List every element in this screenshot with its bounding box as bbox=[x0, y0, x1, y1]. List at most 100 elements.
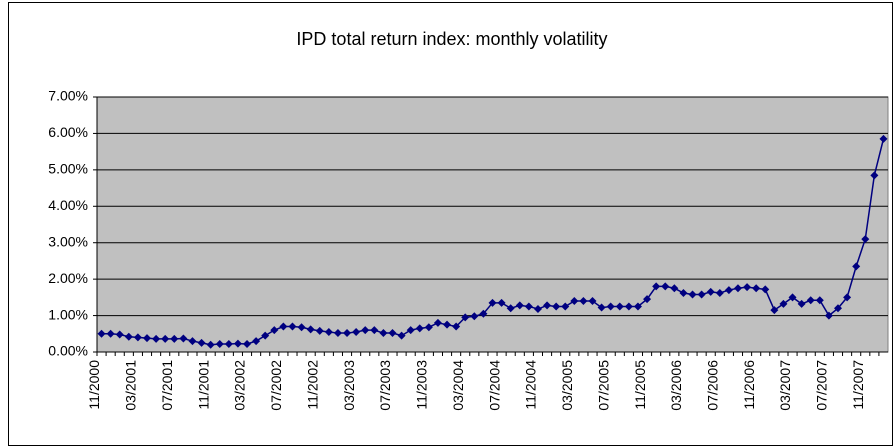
marker bbox=[524, 302, 533, 311]
marker bbox=[779, 299, 788, 308]
marker bbox=[152, 334, 161, 343]
marker bbox=[761, 285, 770, 294]
marker bbox=[515, 301, 524, 310]
marker bbox=[561, 302, 570, 311]
plot-area bbox=[96, 96, 889, 353]
x-tick-label: 11/2005 bbox=[632, 360, 648, 410]
x-tick-label: 03/2006 bbox=[668, 360, 684, 411]
marker bbox=[261, 331, 270, 340]
marker bbox=[243, 339, 252, 348]
x-tick-label: 03/2001 bbox=[123, 360, 139, 411]
x-tick-label: 11/2004 bbox=[523, 360, 539, 410]
marker bbox=[324, 327, 333, 336]
marker bbox=[688, 290, 697, 299]
marker bbox=[470, 312, 479, 321]
marker bbox=[297, 323, 306, 332]
x-tick-label: 07/2003 bbox=[377, 360, 393, 411]
marker bbox=[597, 303, 606, 312]
marker bbox=[570, 297, 579, 305]
marker bbox=[188, 337, 197, 346]
marker bbox=[652, 282, 661, 291]
x-tick-label: 11/2007 bbox=[850, 360, 866, 410]
y-tick-label: 3.00% bbox=[48, 233, 88, 249]
marker bbox=[843, 293, 852, 302]
marker bbox=[815, 296, 824, 305]
marker bbox=[852, 262, 861, 271]
marker bbox=[724, 286, 733, 295]
x-tick-label: 07/2002 bbox=[268, 360, 284, 411]
marker bbox=[333, 329, 342, 338]
x-tick-label: 07/2006 bbox=[705, 360, 721, 411]
y-tick-label: 6.00% bbox=[48, 124, 88, 140]
marker bbox=[861, 235, 870, 244]
x-tick-label: 11/2001 bbox=[195, 360, 211, 410]
x-tick-label: 11/2003 bbox=[414, 360, 430, 410]
marker bbox=[361, 326, 370, 335]
x-tick-label: 11/2006 bbox=[741, 360, 757, 410]
marker bbox=[624, 302, 633, 311]
marker bbox=[752, 284, 761, 293]
marker bbox=[552, 302, 561, 311]
marker bbox=[406, 326, 415, 335]
marker bbox=[161, 334, 170, 343]
marker bbox=[443, 320, 452, 329]
x-tick-label: 03/2005 bbox=[559, 360, 575, 411]
marker bbox=[879, 134, 888, 143]
marker bbox=[579, 297, 588, 305]
marker bbox=[606, 302, 615, 311]
marker bbox=[461, 313, 470, 322]
x-tick-label: 07/2001 bbox=[159, 360, 175, 411]
marker bbox=[506, 304, 515, 313]
marker bbox=[179, 334, 188, 343]
x-tick-label: 11/2002 bbox=[304, 360, 320, 410]
marker bbox=[643, 295, 652, 304]
marker bbox=[788, 293, 797, 302]
marker bbox=[233, 339, 242, 348]
marker bbox=[124, 332, 133, 341]
marker bbox=[824, 311, 833, 320]
marker bbox=[661, 282, 670, 291]
marker bbox=[288, 322, 297, 331]
x-tick-label: 03/2002 bbox=[232, 360, 248, 411]
marker bbox=[424, 323, 433, 332]
marker bbox=[715, 288, 724, 297]
y-tick-label: 1.00% bbox=[48, 306, 88, 322]
marker bbox=[106, 329, 115, 338]
x-tick-label: 07/2004 bbox=[486, 360, 502, 411]
marker bbox=[679, 288, 688, 297]
marker bbox=[543, 301, 552, 310]
marker bbox=[343, 329, 352, 338]
x-tick-label: 11/2000 bbox=[86, 360, 102, 410]
marker bbox=[397, 331, 406, 340]
marker bbox=[115, 330, 124, 339]
marker bbox=[206, 340, 215, 349]
marker bbox=[170, 334, 179, 343]
marker bbox=[588, 297, 597, 305]
marker bbox=[488, 298, 497, 307]
marker bbox=[415, 324, 424, 333]
marker bbox=[252, 337, 261, 346]
marker bbox=[143, 334, 152, 343]
marker bbox=[133, 333, 142, 342]
marker bbox=[479, 309, 488, 318]
marker bbox=[633, 302, 642, 311]
marker bbox=[215, 339, 224, 348]
x-tick-label: 07/2007 bbox=[814, 360, 830, 411]
y-tick-label: 5.00% bbox=[48, 161, 88, 177]
y-tick-label: 2.00% bbox=[48, 270, 88, 286]
marker bbox=[670, 284, 679, 293]
marker bbox=[615, 302, 624, 311]
marker bbox=[433, 318, 442, 327]
x-tick-label: 03/2007 bbox=[777, 360, 793, 411]
marker bbox=[452, 322, 461, 331]
marker bbox=[97, 329, 106, 338]
marker bbox=[224, 339, 233, 348]
marker bbox=[315, 326, 324, 335]
marker bbox=[270, 326, 279, 335]
marker bbox=[533, 305, 542, 314]
chart-title: IPD total return index: monthly volatili… bbox=[296, 29, 607, 49]
marker bbox=[279, 322, 288, 331]
marker bbox=[743, 283, 752, 292]
